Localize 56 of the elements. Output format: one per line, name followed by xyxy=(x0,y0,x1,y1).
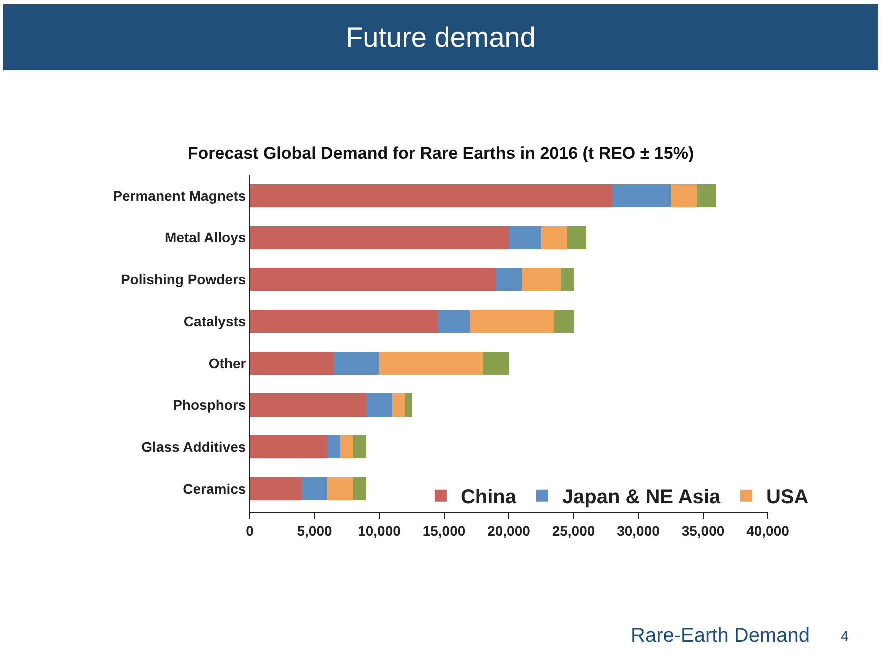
text: Rare-Earth Demand xyxy=(631,625,810,647)
bar xyxy=(554,310,574,334)
y-tick-label: Metal Alloys xyxy=(165,230,246,246)
bar xyxy=(354,436,367,459)
bar xyxy=(334,352,380,375)
bar xyxy=(250,394,367,417)
x-tick-label: 40,000 xyxy=(746,522,790,539)
x-tick-label: 35,000 xyxy=(682,522,725,539)
legend-label: China xyxy=(460,486,518,509)
bar xyxy=(483,352,509,375)
bar xyxy=(405,394,412,417)
x-tick-label: 10,000 xyxy=(358,522,402,539)
bar xyxy=(328,477,354,500)
bar xyxy=(696,184,716,208)
y-tick-label: Other xyxy=(208,355,247,372)
bar xyxy=(438,310,470,334)
chart-title: Forecast Global Demand for Rare Earths in 2016 (t REO ± 15%) xyxy=(188,144,694,163)
x-tick-label: 25,000 xyxy=(552,522,596,539)
legend-label: Japan & NE Asia xyxy=(562,486,722,509)
bar xyxy=(509,226,542,250)
y-tick-label: Permanent Magnets xyxy=(113,188,246,204)
bar xyxy=(302,477,328,500)
bar xyxy=(541,226,568,250)
bar xyxy=(392,394,406,417)
bar xyxy=(522,268,561,292)
bar xyxy=(328,436,341,459)
bar xyxy=(250,268,496,292)
x-tick-label: 20,000 xyxy=(488,522,531,539)
x-tick-label: 15,000 xyxy=(422,522,466,539)
bar xyxy=(250,436,328,459)
y-tick-label: Catalysts xyxy=(184,313,246,330)
y-tick-label: Ceramics xyxy=(183,480,246,497)
bar xyxy=(340,436,354,459)
y-tick-label: Glass Additives xyxy=(142,439,246,456)
bar xyxy=(366,394,392,417)
x-tick-label: 5,000 xyxy=(297,522,332,539)
legend-label: USA xyxy=(766,486,809,509)
x-tick-label: 30,000 xyxy=(617,522,660,539)
text: 4 xyxy=(841,628,849,644)
bar xyxy=(250,226,509,250)
bar xyxy=(250,352,334,375)
bar xyxy=(567,226,587,250)
bar xyxy=(560,268,574,292)
bar xyxy=(250,184,613,208)
bar xyxy=(250,310,438,334)
bar xyxy=(612,184,671,208)
bar xyxy=(670,184,697,208)
bar xyxy=(250,477,302,500)
text: Future demand xyxy=(346,22,536,53)
y-tick-label: Polishing Powders xyxy=(120,272,246,288)
y-tick-label: Phosphors xyxy=(173,397,246,414)
bar xyxy=(470,310,554,334)
bar xyxy=(496,268,522,292)
x-tick-label: 0 xyxy=(246,522,254,539)
bar xyxy=(354,477,367,500)
bar xyxy=(380,352,484,375)
